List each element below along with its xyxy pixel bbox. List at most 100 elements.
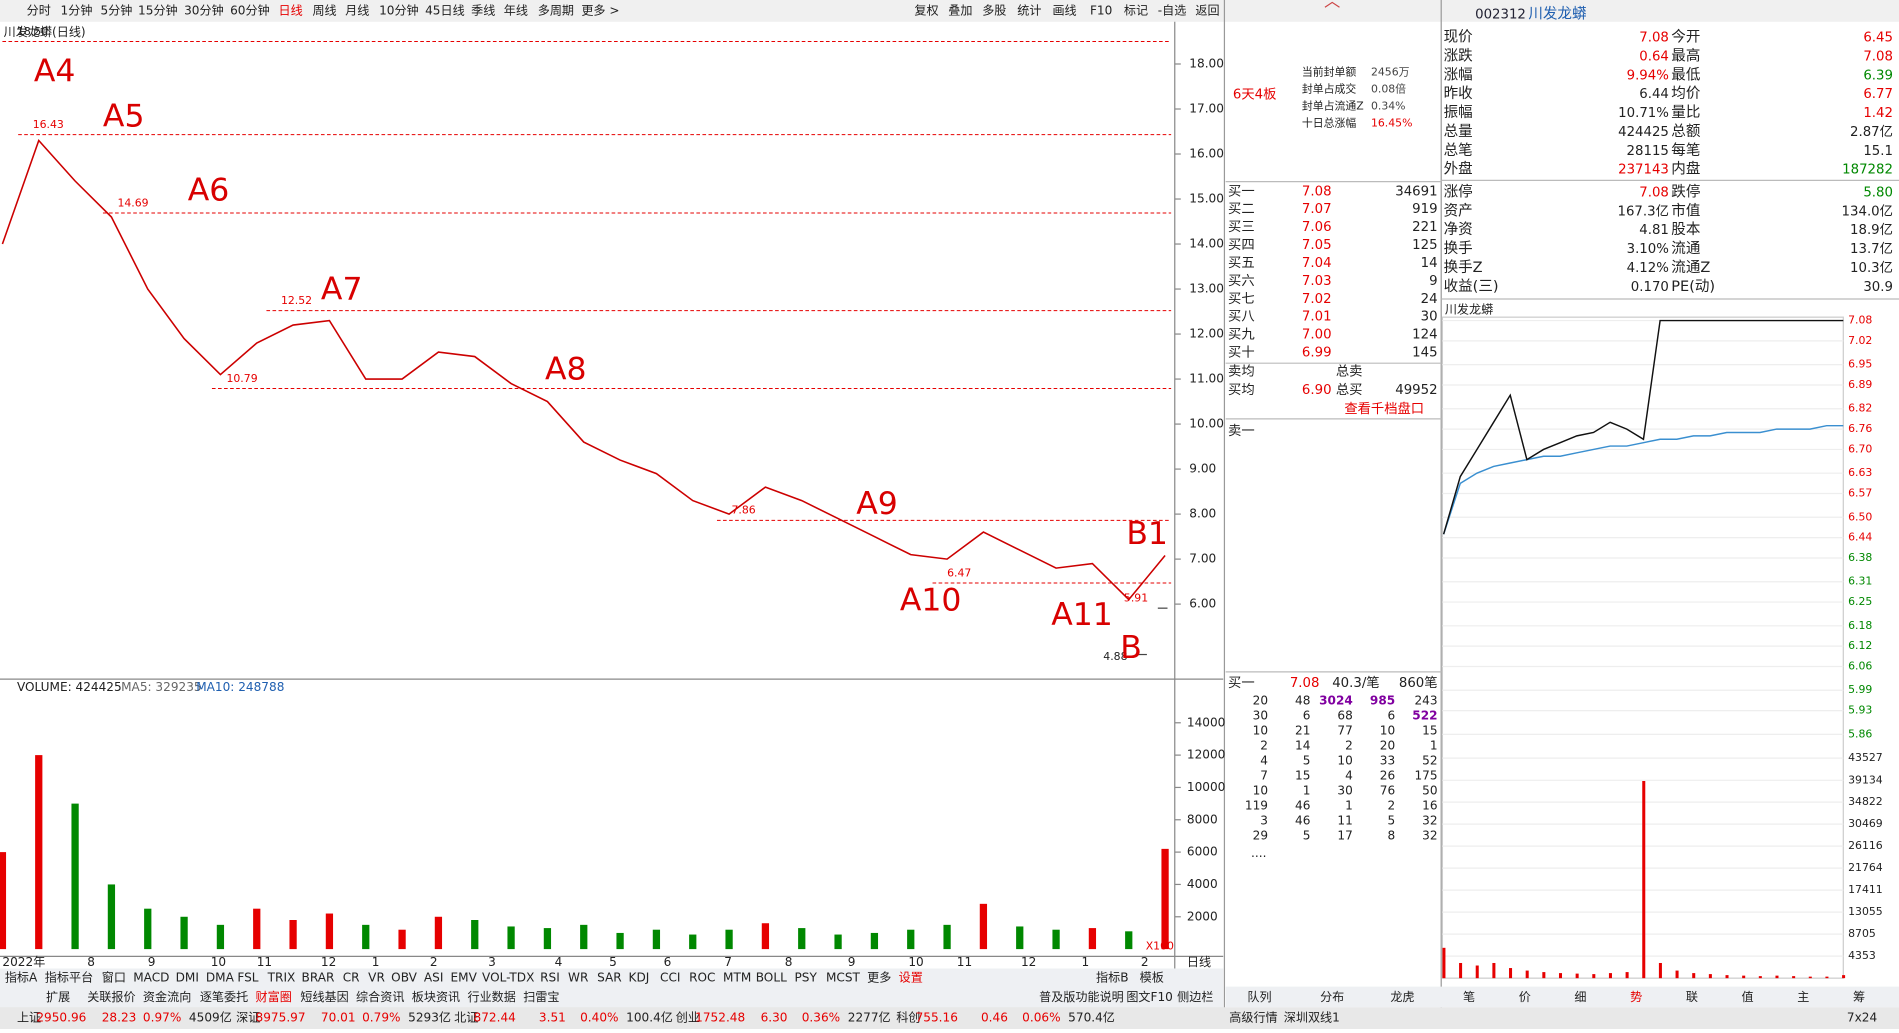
extra-tab[interactable]: 普及版功能说明	[1039, 989, 1124, 1004]
depth-link[interactable]: 查看千档盘口	[1344, 400, 1424, 417]
quote-tab[interactable]: 主	[1797, 990, 1809, 1004]
tool-button[interactable]: F10	[1090, 3, 1112, 17]
quote-label: 总量	[1444, 123, 1473, 140]
extra-tab[interactable]: 短线基因	[300, 990, 348, 1004]
quote-tab[interactable]: 筹	[1853, 990, 1865, 1004]
indicator-tab[interactable]: 模板	[1140, 971, 1164, 985]
indicator-tab[interactable]: ASI	[424, 971, 444, 985]
indicator-tab[interactable]: KDJ	[629, 971, 650, 985]
extra-tab[interactable]: 扩展	[46, 990, 70, 1004]
indicator-tab[interactable]: WR	[568, 971, 589, 985]
period-tab[interactable]: 分时	[27, 3, 51, 17]
quote-tab[interactable]: 细	[1574, 990, 1586, 1004]
index-field: 4509亿	[189, 1010, 232, 1025]
extra-tab[interactable]: 综合资讯	[356, 989, 404, 1004]
quote-label: 振幅	[1444, 104, 1473, 121]
quote-value: 6.77	[1863, 87, 1893, 102]
indicator-tab[interactable]: TRIX	[267, 971, 296, 985]
quote-tab[interactable]: 势	[1630, 990, 1642, 1004]
quote-tab[interactable]: 笔	[1463, 989, 1475, 1004]
indicator-tab[interactable]: PSY	[794, 971, 817, 985]
indicator-tab[interactable]: FSL	[237, 971, 258, 985]
tool-button[interactable]: 叠加	[948, 3, 972, 17]
extra-tab[interactable]: 扫雷宝	[523, 990, 559, 1004]
indicator-tab[interactable]: CR	[343, 971, 360, 985]
indicator-tab[interactable]: VOL-TDX	[482, 971, 534, 985]
level-label: 16.43	[33, 118, 64, 131]
indicator-tab[interactable]: DMI	[176, 971, 199, 985]
period-tab[interactable]: 10分钟	[379, 2, 419, 17]
queue-cell: 16	[1422, 799, 1437, 813]
book-tab[interactable]: 龙虎	[1390, 990, 1414, 1004]
queue-cell: 10	[1253, 723, 1268, 737]
indicator-tab[interactable]: RSI	[540, 971, 560, 985]
indicator-tab[interactable]: SAR	[597, 971, 622, 985]
indicator-tab[interactable]: 设置	[899, 971, 923, 985]
extra-tab[interactable]: 财富圈	[256, 989, 292, 1004]
bid-volume: 145	[1412, 346, 1437, 361]
period-tab[interactable]: 60分钟	[230, 2, 270, 17]
extra-tab[interactable]: 侧边栏	[1177, 989, 1213, 1004]
extra-tab[interactable]: 资金流向	[143, 989, 191, 1004]
indicator-tab[interactable]: MCST	[826, 971, 861, 985]
y-tick-label: 13.00	[1189, 282, 1224, 296]
quote-tab[interactable]: 值	[1742, 989, 1754, 1004]
tool-button[interactable]: 多股	[982, 3, 1006, 17]
period-tab[interactable]: 周线	[312, 3, 336, 17]
quote-tab[interactable]: 联	[1686, 990, 1698, 1004]
period-tab[interactable]: 日线	[279, 3, 303, 17]
collapse-arrow[interactable]	[1324, 1, 1340, 8]
period-tab[interactable]: 月线	[345, 3, 369, 17]
extra-tab[interactable]: 图文F10	[1126, 989, 1173, 1004]
indicator-tab[interactable]: 更多	[867, 971, 891, 985]
extra-tab[interactable]: 逐笔委托	[200, 989, 248, 1004]
indicator-tab[interactable]: EMV	[451, 971, 478, 985]
level-label: 10.79	[226, 372, 257, 385]
indicator-tab[interactable]: MTM	[723, 971, 751, 985]
indicator-tab[interactable]: 指标B	[1096, 970, 1128, 985]
book-tab[interactable]: 分布	[1320, 990, 1344, 1004]
extra-tab[interactable]: 关联报价	[87, 989, 135, 1004]
period-tab[interactable]: 45日线	[425, 3, 465, 17]
bid-price: 7.04	[1302, 256, 1332, 271]
extra-tab[interactable]: 行业数据	[467, 989, 515, 1004]
indicator-tab[interactable]: 指标平台	[45, 970, 93, 985]
queue-cell: 6	[1387, 708, 1395, 722]
indicator-tab[interactable]: CCI	[660, 971, 680, 985]
period-tab[interactable]: 年线	[504, 3, 528, 17]
volume-bar	[216, 924, 225, 950]
indicator-tab[interactable]: 指标A	[5, 970, 38, 985]
indicator-tab[interactable]: 窗口	[102, 971, 126, 985]
period-tab[interactable]: 5分钟	[101, 2, 133, 17]
indicator-tab[interactable]: DMA	[206, 971, 235, 985]
period-tab[interactable]: 更多 >	[581, 3, 619, 17]
quote-value: 0.170	[1631, 280, 1669, 295]
indicator-tab[interactable]: BRAR	[302, 971, 335, 985]
period-tab[interactable]: 季线	[471, 3, 495, 17]
tool-button[interactable]: -自选	[1158, 3, 1187, 17]
tool-button[interactable]: 统计	[1017, 3, 1041, 17]
indicator-tab[interactable]: OBV	[391, 971, 417, 985]
indicator-tab[interactable]: ROC	[689, 971, 715, 985]
period-tab[interactable]: 多周期	[538, 3, 574, 17]
indicator-tab[interactable]: VR	[368, 971, 385, 985]
annotation: A9	[856, 486, 898, 522]
period-tab[interactable]: 30分钟	[184, 2, 224, 17]
period-tab[interactable]: 1分钟	[61, 2, 93, 17]
index-field: 创业	[676, 1011, 700, 1025]
y-tick-label: 16.00	[1189, 147, 1224, 161]
indicator-tab[interactable]: BOLL	[756, 971, 787, 985]
quote-tab[interactable]: 价	[1519, 990, 1531, 1004]
x-tick-label: 10	[211, 955, 226, 969]
period-tab[interactable]: 15分钟	[138, 2, 178, 17]
tool-button[interactable]: 标记	[1124, 3, 1148, 17]
tool-button[interactable]: 返回	[1195, 3, 1219, 17]
indicator-tab[interactable]: MACD	[133, 971, 169, 985]
volume-bar	[907, 929, 915, 950]
tool-button[interactable]: 画线	[1052, 3, 1076, 17]
tool-button[interactable]: 复权	[914, 3, 938, 17]
extra-tab[interactable]: 板块资讯	[412, 990, 460, 1004]
book-tab[interactable]: 队列	[1247, 989, 1271, 1004]
queue-cell: 985	[1370, 693, 1395, 707]
quote-label: 涨停	[1444, 183, 1473, 200]
